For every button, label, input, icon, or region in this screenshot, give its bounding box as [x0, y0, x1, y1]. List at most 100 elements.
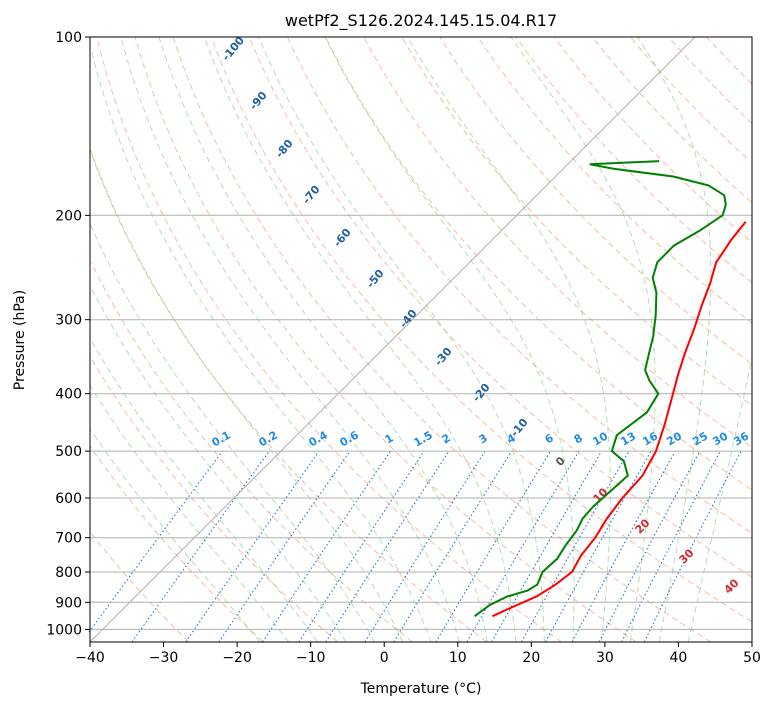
dry-adiabat — [325, 36, 752, 490]
dry-adiabat — [172, 36, 712, 643]
x-tick-label: −10 — [296, 650, 326, 666]
y-tick-label: 500 — [55, 444, 82, 460]
mixing-ratio-line — [598, 450, 701, 643]
dry-adiabat — [248, 36, 752, 578]
moist-adiabat — [687, 355, 753, 643]
y-tick-label: 400 — [55, 387, 82, 403]
axis-ticks: −40 −30 −20 −10 0 10 20 30 40 5010020030040050060… — [46, 30, 761, 666]
dry-adiabat — [134, 36, 637, 643]
x-axis-label: Temperature (°C) — [360, 681, 482, 697]
mixing-ratio-line — [131, 450, 270, 643]
dry-adiabat — [668, 36, 753, 124]
x-tick-label: 50 — [743, 650, 761, 666]
mixing-ratio-line — [325, 450, 450, 643]
isotherm — [89, 36, 696, 643]
moist-adiabat — [90, 340, 318, 643]
mixing-ratio-label: 3 — [477, 431, 490, 446]
mixing-ratio-line — [185, 450, 320, 643]
moist-adiabat — [324, 36, 575, 642]
mixing-ratio-label: 20 — [664, 429, 684, 448]
dry-adiabat — [89, 149, 488, 643]
x-tick-label: −40 — [75, 650, 105, 666]
mixing-ratio-label: 0.2 — [257, 428, 280, 449]
mixing-ratio-label: 1 — [383, 431, 396, 446]
y-tick-label: 700 — [55, 531, 82, 547]
dry-adiabat-label: -50 — [364, 267, 387, 291]
moist-adiabat — [203, 36, 517, 643]
mixing-ratio-label: 1.5 — [412, 428, 435, 449]
dry-adiabat-label: -30 — [432, 345, 455, 369]
moist-adiabat-label: 30 — [677, 546, 697, 566]
dry-adiabat — [477, 36, 754, 325]
chart-title: wetPf2_S126.2024.145.15.04.R17 — [285, 11, 557, 31]
mixing-ratio-label: 0.4 — [307, 428, 331, 449]
x-tick-label: 10 — [449, 650, 467, 666]
moist-adiabat — [258, 36, 545, 642]
dry-adiabat-label: -20 — [470, 381, 493, 405]
mixing-ratio-line — [262, 450, 391, 643]
dry-adiabat — [553, 36, 750, 241]
temperature-line — [491, 221, 747, 618]
dry-adiabat-label: -100 — [219, 34, 247, 64]
y-axis-label: Pressure (hPa) — [12, 290, 28, 390]
dry-adiabat — [515, 36, 753, 284]
moist-adiabat — [120, 36, 460, 643]
line-labels: -100-90-80-70-60-50-40-30-20-100.1 0.2 0.4… — [210, 34, 752, 597]
y-tick-label: 100 — [55, 30, 82, 46]
mixing-ratio-line — [218, 450, 351, 643]
dry-adiabat-label: -60 — [331, 226, 354, 250]
dry-adiabat — [89, 445, 264, 643]
y-tick-label: 900 — [55, 595, 82, 611]
x-tick-label: 40 — [670, 650, 688, 666]
moist-adiabat — [88, 383, 290, 643]
y-tick-label: 800 — [55, 565, 82, 581]
mixing-ratio-label: 0.6 — [338, 428, 362, 449]
mixing-ratio-label: 30 — [710, 429, 730, 448]
dry-adiabat — [89, 355, 339, 643]
moist-adiabat — [90, 429, 261, 643]
moist-adiabat — [510, 36, 656, 643]
data-series — [474, 160, 747, 618]
x-tick-label: −30 — [149, 650, 179, 666]
mixing-ratio-label: 36 — [731, 429, 751, 448]
mixing-ratio-line — [88, 450, 223, 633]
y-tick-label: 300 — [55, 313, 82, 329]
x-tick-label: 30 — [596, 650, 614, 666]
moist-adiabat — [158, 36, 488, 643]
x-tick-label: −20 — [222, 650, 252, 666]
moist-adiabat — [637, 36, 712, 643]
dry-adiabat — [363, 36, 751, 447]
dewpoint-line — [474, 160, 727, 618]
dry-adiabat — [401, 36, 750, 404]
mixing-ratio-label: 6 — [543, 431, 556, 446]
dry-adiabat — [591, 36, 752, 203]
y-tick-label: 200 — [55, 208, 82, 224]
moist-adiabat — [90, 149, 404, 643]
moist-adiabat — [406, 36, 611, 643]
mixing-ratio-line — [571, 450, 676, 643]
mixing-ratio-line — [491, 450, 603, 643]
reference-lines — [88, 36, 754, 643]
dry-adiabat-label: -80 — [273, 137, 296, 161]
mixing-ratio-label: 10 — [590, 429, 610, 448]
moist-adiabat — [90, 49, 432, 643]
mixing-ratio-line — [364, 450, 486, 643]
moist-adiabat-label: 20 — [633, 516, 653, 536]
mixing-ratio-line — [545, 450, 652, 643]
moist-adiabat-label: 40 — [722, 576, 742, 596]
dry-adiabat-label: -40 — [397, 307, 420, 331]
dry-adiabat — [90, 262, 413, 643]
mixing-ratio-line — [435, 450, 551, 643]
y-tick-label: 600 — [55, 491, 82, 507]
moist-adiabat — [88, 221, 375, 643]
mixing-ratio-line — [643, 450, 742, 643]
dry-adiabat — [96, 36, 562, 643]
mixing-ratio-label: 8 — [572, 431, 585, 446]
x-tick-label: 0 — [380, 650, 389, 666]
dry-adiabat — [286, 36, 751, 533]
dry-adiabat — [210, 36, 753, 623]
plot-frame — [89, 36, 753, 643]
x-tick-label: 20 — [522, 650, 540, 666]
mixing-ratio-label: 25 — [690, 430, 710, 449]
